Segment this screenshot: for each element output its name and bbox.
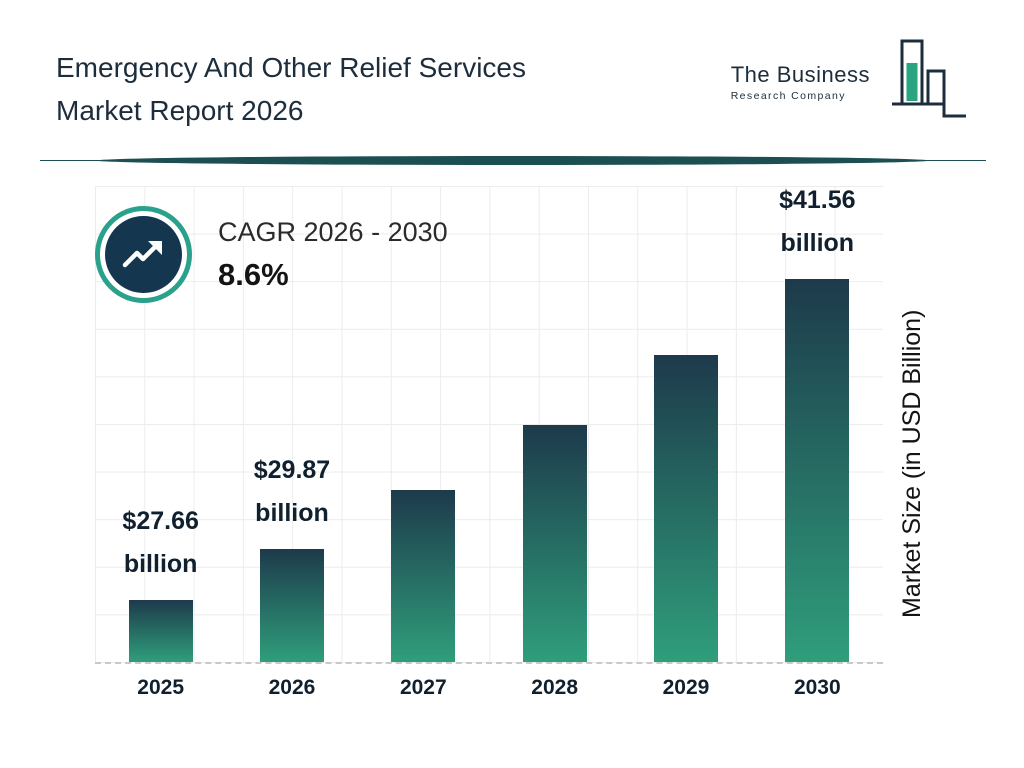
bar-2026 <box>259 549 324 662</box>
x-axis-label-2027: 2027 <box>399 676 447 699</box>
bar-series: $27.66 billion $29.87 billion $41.56 billion <box>95 186 883 662</box>
bar-group-2028 <box>489 186 620 662</box>
page-title-line2: Market Report 2026 <box>56 95 304 126</box>
bar-2028 <box>522 425 587 662</box>
company-logo: The Business Research Company <box>731 38 968 120</box>
x-axis-label-2026: 2026 <box>268 676 316 699</box>
page-title-line1: Emergency And Other Relief Services <box>56 52 526 83</box>
company-name: The Business <box>730 62 870 87</box>
bar-value-label-2025: $27.66 billion <box>122 507 199 578</box>
cagr-badge: CAGR 2026 - 2030 8.6% <box>95 206 448 303</box>
cagr-label: CAGR 2026 - 2030 <box>218 216 448 247</box>
bar-group-2027 <box>358 186 489 662</box>
cagr-value: 8.6% <box>218 256 289 292</box>
trending-up-icon <box>105 216 182 293</box>
cagr-circle <box>95 206 192 303</box>
bar-chart-logo-icon <box>892 39 966 118</box>
x-axis-label-2028: 2028 <box>531 676 578 699</box>
x-axis-label-2025: 2025 <box>137 676 185 699</box>
bar-2025 <box>128 600 193 662</box>
divider-line <box>40 156 986 165</box>
x-axis-labels: 2025 2026 2027 2028 2029 2030 <box>95 676 883 700</box>
company-subname: Research Company <box>730 90 846 102</box>
cagr-text: CAGR 2026 - 2030 8.6% <box>218 217 448 293</box>
bar-group-2029 <box>620 186 751 662</box>
y-axis-label: Market Size (in USD Billion) <box>898 309 926 619</box>
bar-group-2030: $41.56 billion <box>752 186 883 662</box>
bar-group-2026: $29.87 billion <box>226 186 357 662</box>
bar-2029 <box>653 355 718 662</box>
company-logo-text: The Business Research Company <box>731 62 870 102</box>
bar-2030 <box>785 279 850 662</box>
bar-group-2025: $27.66 billion <box>95 186 226 662</box>
chart-plot-area: $27.66 billion $29.87 billion $41.56 billion <box>95 186 883 664</box>
x-axis-label-2030: 2030 <box>793 676 841 699</box>
bar-2027 <box>391 490 456 662</box>
bar-value-label-2030: $41.56 billion <box>779 186 856 257</box>
x-axis-label-2029: 2029 <box>662 676 710 699</box>
bar-value-label-2026: $29.87 billion <box>253 456 331 527</box>
page-title: Emergency And Other Relief Services Mark… <box>56 46 716 132</box>
